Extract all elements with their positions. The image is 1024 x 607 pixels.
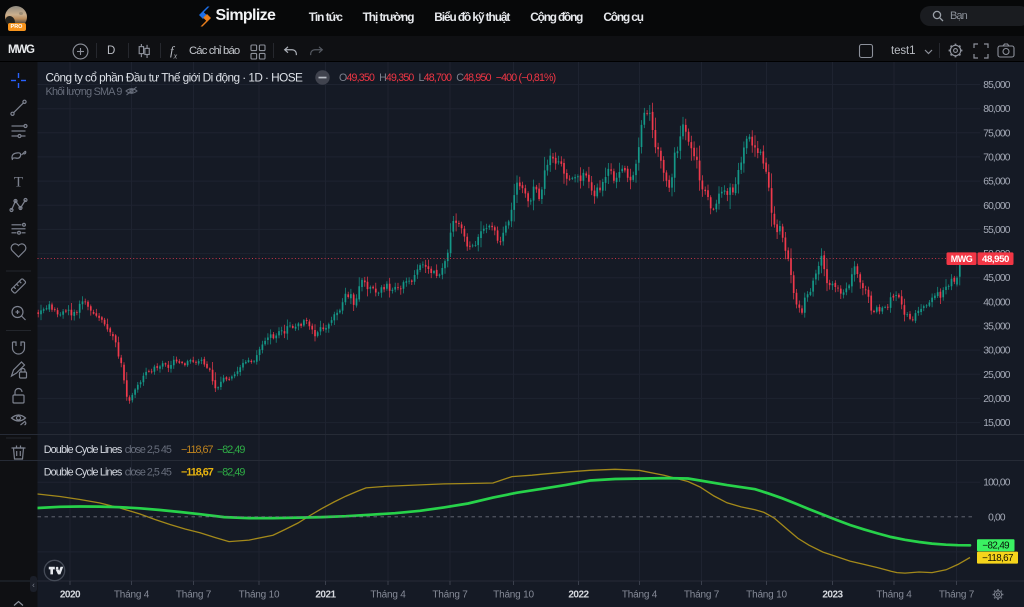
svg-text:Công ty cổ phần Đầu tư Thế giớ: Công ty cổ phần Đầu tư Thế giới Di động … bbox=[46, 70, 304, 84]
svg-text:close 2,5 45: close 2,5 45 bbox=[125, 444, 172, 456]
svg-text:Double Cycle Lines: Double Cycle Lines bbox=[44, 444, 123, 456]
svg-text:−82,49: −82,49 bbox=[217, 466, 245, 478]
svg-text:2021: 2021 bbox=[315, 590, 336, 601]
svg-text:Tháng 4: Tháng 4 bbox=[876, 590, 912, 601]
svg-text:Tháng 10: Tháng 10 bbox=[493, 590, 534, 601]
svg-text:15,000: 15,000 bbox=[983, 418, 1010, 429]
svg-text:Khối lượng SMA 9: Khối lượng SMA 9 bbox=[46, 86, 123, 98]
svg-text:85,000: 85,000 bbox=[983, 80, 1010, 91]
svg-text:Tháng 10: Tháng 10 bbox=[239, 590, 280, 601]
svg-text:‹: ‹ bbox=[32, 580, 35, 589]
svg-text:Tháng 4: Tháng 4 bbox=[622, 590, 658, 601]
svg-text:70,000: 70,000 bbox=[983, 152, 1010, 163]
svg-text:2020: 2020 bbox=[60, 590, 81, 601]
svg-text:40,000: 40,000 bbox=[983, 297, 1010, 308]
svg-text:Tháng 4: Tháng 4 bbox=[370, 590, 406, 601]
svg-text:−118,67: −118,67 bbox=[181, 466, 214, 478]
svg-text:2022: 2022 bbox=[568, 590, 589, 601]
svg-text:48,950: 48,950 bbox=[982, 254, 1009, 265]
svg-text:65,000: 65,000 bbox=[983, 177, 1010, 188]
svg-text:Tháng 7: Tháng 7 bbox=[939, 590, 975, 601]
svg-text:80,000: 80,000 bbox=[983, 104, 1010, 115]
svg-text:close 2,5 45: close 2,5 45 bbox=[125, 466, 172, 478]
svg-text:Tháng 7: Tháng 7 bbox=[432, 590, 468, 601]
svg-text:0,00: 0,00 bbox=[988, 512, 1006, 523]
svg-text:2023: 2023 bbox=[822, 590, 843, 601]
svg-text:−118,67: −118,67 bbox=[181, 444, 214, 456]
svg-text:55,000: 55,000 bbox=[983, 225, 1010, 236]
svg-text:45,000: 45,000 bbox=[983, 273, 1010, 284]
svg-text:30,000: 30,000 bbox=[983, 346, 1010, 357]
svg-text:60,000: 60,000 bbox=[983, 201, 1010, 212]
svg-text:MWG: MWG bbox=[951, 254, 973, 264]
svg-text:100,00: 100,00 bbox=[983, 478, 1010, 489]
svg-text:Tháng 7: Tháng 7 bbox=[176, 590, 212, 601]
svg-text:−82,49: −82,49 bbox=[982, 541, 1009, 552]
svg-text:20,000: 20,000 bbox=[983, 394, 1010, 405]
svg-text:25,000: 25,000 bbox=[983, 370, 1010, 381]
svg-text:−118,67: −118,67 bbox=[982, 553, 1013, 564]
svg-text:Tháng 4: Tháng 4 bbox=[114, 590, 150, 601]
svg-text:Tháng 7: Tháng 7 bbox=[684, 590, 720, 601]
svg-text:35,000: 35,000 bbox=[983, 322, 1010, 333]
svg-text:T: T bbox=[14, 175, 23, 191]
svg-text:Tháng 10: Tháng 10 bbox=[746, 590, 787, 601]
svg-text:−82,49: −82,49 bbox=[217, 444, 245, 456]
svg-text:75,000: 75,000 bbox=[983, 128, 1010, 139]
svg-text:Double Cycle Lines: Double Cycle Lines bbox=[44, 466, 123, 478]
